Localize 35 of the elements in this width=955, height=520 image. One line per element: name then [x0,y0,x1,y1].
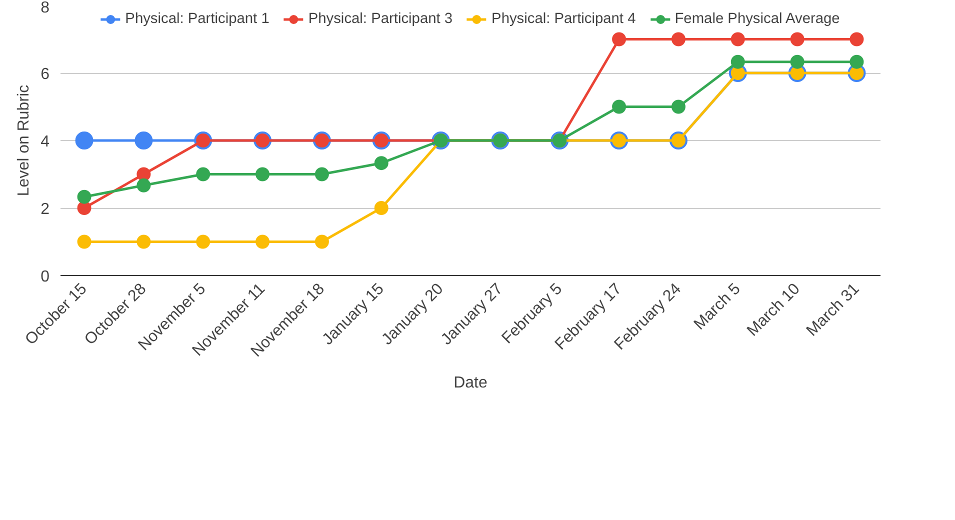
point [730,54,745,69]
legend-label: Physical: Participant 4 [492,11,636,27]
legend-label: Physical: Participant 1 [125,11,270,27]
point [790,32,804,46]
point [374,156,388,170]
y-tick-label: 2 [40,201,50,218]
point [612,100,626,114]
point [77,190,92,204]
point [134,132,153,150]
point [374,201,388,215]
point [256,234,270,249]
point [314,167,329,182]
point [790,54,804,69]
point [75,132,94,150]
legend-label: Physical: Participant 3 [308,11,453,27]
x-axis-title: Date [454,374,488,392]
y-tick-label: 0 [40,268,50,286]
point [850,32,864,46]
legend-label: Female Physical Average [674,11,840,27]
point [314,234,329,249]
point [256,167,270,182]
point [136,178,151,192]
point [671,100,686,114]
y-tick-label: 6 [40,66,50,83]
point [730,32,745,46]
y-tick-label: 4 [40,134,50,150]
point [77,234,92,249]
point [612,32,626,46]
y-tick-label: 8 [40,0,50,16]
y-axis-title: Level on Rubric [16,84,33,196]
point [136,234,151,249]
point [671,32,686,46]
point [196,234,210,249]
point [196,167,210,182]
point [850,54,864,69]
